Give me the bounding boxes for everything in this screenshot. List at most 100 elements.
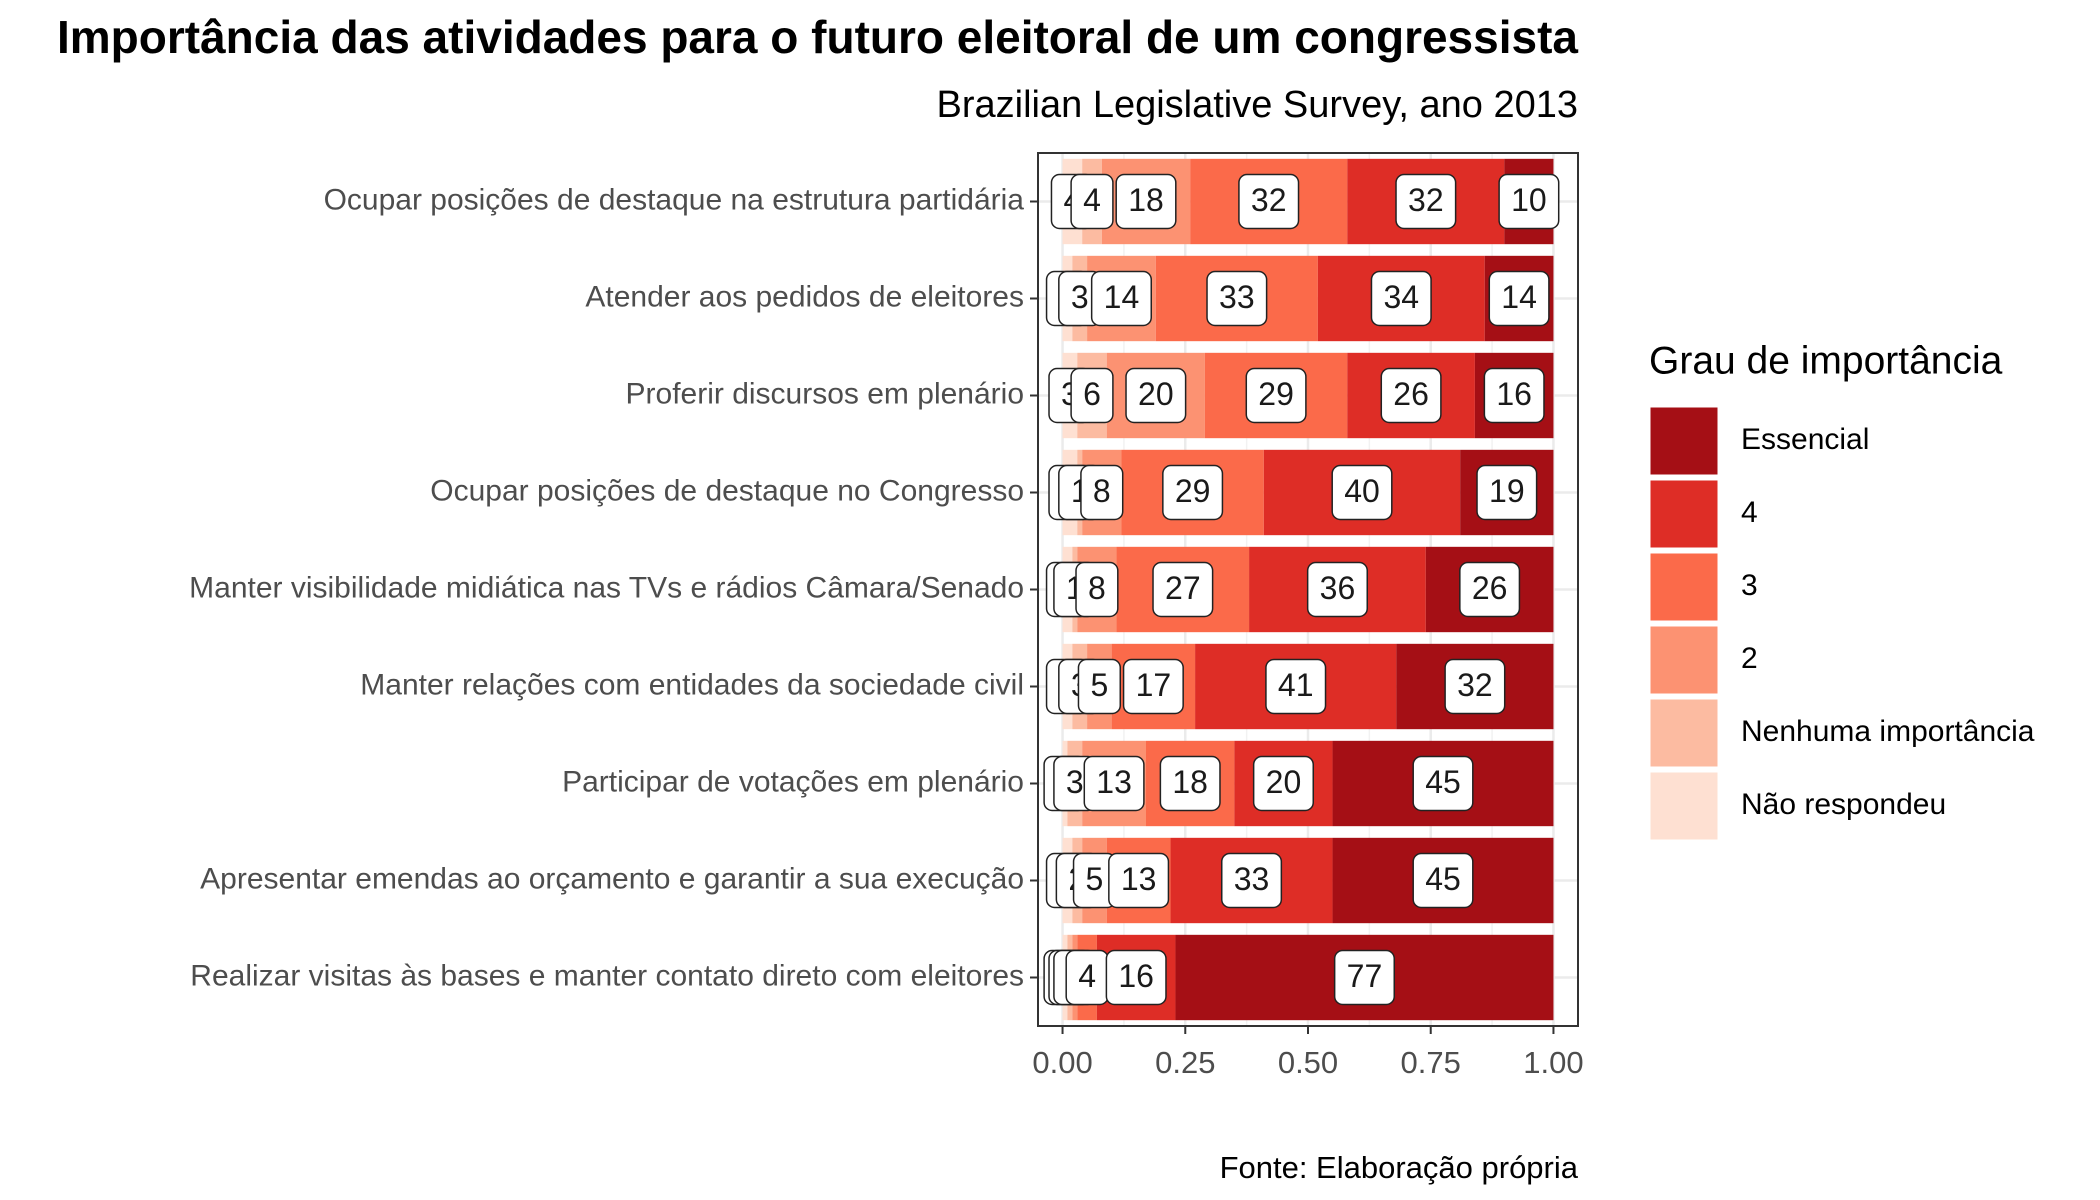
- value-label-text: 29: [1258, 376, 1294, 412]
- value-label-box: [1070, 173, 1114, 230]
- legend-swatch: [1647, 696, 1721, 770]
- value-label-text: 29: [1175, 473, 1211, 509]
- legend-swatch: [1647, 769, 1721, 843]
- value-label: 6: [1070, 367, 1114, 424]
- value-label-text: 45: [1425, 764, 1461, 800]
- value-label: 3: [1058, 270, 1102, 327]
- value-label-box: [1125, 367, 1187, 424]
- value-label-box: [1238, 173, 1300, 230]
- value-label: 33: [1206, 270, 1268, 327]
- value-label-text: 18: [1172, 764, 1208, 800]
- value-label-box: [1395, 173, 1457, 230]
- value-label-text: 32: [1408, 182, 1444, 218]
- value-label: 16: [1483, 367, 1545, 424]
- value-label: 4: [1065, 949, 1109, 1006]
- value-label-text: 17: [1136, 667, 1172, 703]
- value-label: 4: [1070, 173, 1114, 230]
- value-label-box: [1080, 464, 1124, 521]
- value-label: 5: [1077, 658, 1122, 715]
- x-tick-label: 0.50: [1278, 1045, 1338, 1080]
- value-label-box: [1370, 270, 1432, 327]
- value-label-text: 77: [1347, 958, 1383, 994]
- y-tick-label: Atender aos pedidos de eleitores: [585, 280, 1024, 313]
- value-label-box: [1331, 464, 1393, 521]
- value-label: 16: [1105, 949, 1167, 1006]
- value-label-text: 36: [1320, 570, 1356, 606]
- legend-label: 2: [1741, 642, 1758, 675]
- value-label-text: 26: [1393, 376, 1429, 412]
- value-label: 41: [1265, 658, 1327, 715]
- legend-swatch: [1647, 550, 1721, 624]
- value-label-text: 4: [1083, 182, 1101, 218]
- value-label: 13: [1108, 852, 1170, 909]
- legend-label: Não respondeu: [1741, 788, 1946, 821]
- chart-title: Importância das atividades para o futuro…: [57, 11, 1578, 63]
- legend-label: Nenhuma importância: [1741, 715, 2035, 748]
- value-label: 8: [1080, 464, 1124, 521]
- value-label-text: 3: [1071, 279, 1089, 315]
- value-label-box: [1265, 658, 1327, 715]
- value-label-box: [1162, 464, 1224, 521]
- value-label-box: [1252, 755, 1315, 812]
- value-label-text: 41: [1278, 667, 1314, 703]
- value-label-text: 20: [1266, 764, 1302, 800]
- x-tick-label: 0.25: [1155, 1045, 1215, 1080]
- value-label-text: 10: [1511, 182, 1547, 218]
- value-label-text: 33: [1219, 279, 1255, 315]
- value-label: 10: [1498, 173, 1560, 230]
- value-label-box: [1206, 270, 1268, 327]
- value-label-box: [1090, 270, 1153, 327]
- value-label: 8: [1075, 561, 1119, 618]
- y-tick-label: Proferir discursos em plenário: [626, 377, 1024, 410]
- value-label: 45: [1412, 852, 1474, 909]
- value-label: 32: [1238, 173, 1300, 230]
- value-label-text: 3: [1066, 764, 1084, 800]
- x-tick-label: 0.00: [1032, 1045, 1092, 1080]
- legend-swatch: [1647, 477, 1721, 551]
- value-label-text: 8: [1088, 570, 1106, 606]
- value-label-text: 16: [1496, 376, 1532, 412]
- value-label-box: [1077, 658, 1122, 715]
- value-label-box: [1488, 270, 1550, 327]
- legend-title: Grau de importância: [1649, 339, 2003, 382]
- value-label: 26: [1459, 561, 1521, 618]
- value-label: 14: [1090, 270, 1153, 327]
- value-label-text: 13: [1096, 764, 1132, 800]
- value-label-text: 32: [1457, 667, 1493, 703]
- value-label-box: [1152, 561, 1214, 618]
- value-label-box: [1476, 464, 1538, 521]
- value-label-text: 8: [1093, 473, 1111, 509]
- value-label-box: [1333, 949, 1396, 1006]
- value-label-box: [1115, 173, 1177, 230]
- value-label-box: [1412, 755, 1474, 812]
- value-label-box: [1070, 367, 1114, 424]
- value-label: 40: [1331, 464, 1393, 521]
- chart-subtitle: Brazilian Legislative Survey, ano 2013: [937, 84, 1578, 126]
- y-tick-label: Ocupar posições de destaque na estrutura…: [324, 183, 1025, 216]
- y-tick-label: Apresentar emendas ao orçamento e garant…: [200, 862, 1024, 895]
- value-label-text: 19: [1489, 473, 1525, 509]
- value-label-text: 40: [1344, 473, 1380, 509]
- value-label-text: 18: [1128, 182, 1164, 218]
- y-tick-label: Realizar visitas às bases e manter conta…: [190, 959, 1024, 992]
- value-label-text: 14: [1501, 279, 1537, 315]
- y-tick-label: Ocupar posições de destaque no Congresso: [430, 474, 1024, 507]
- value-label: 18: [1115, 173, 1177, 230]
- value-label-text: 4: [1078, 958, 1096, 994]
- value-label-box: [1122, 658, 1184, 715]
- y-tick-label: Participar de votações em plenário: [562, 765, 1024, 798]
- value-label: 77: [1333, 949, 1396, 1006]
- x-tick-label: 0.75: [1401, 1045, 1461, 1080]
- value-label: 32: [1444, 658, 1506, 715]
- value-label-box: [1444, 658, 1506, 715]
- value-label-text: 20: [1138, 376, 1174, 412]
- value-label-text: 13: [1121, 861, 1157, 897]
- value-label: 34: [1370, 270, 1432, 327]
- x-tick-label: 1.00: [1523, 1045, 1583, 1080]
- y-tick-label: Manter visibilidade midiática nas TVs e …: [189, 571, 1024, 604]
- legend-label: 3: [1741, 569, 1758, 602]
- legend-swatch: [1647, 623, 1721, 697]
- value-label-box: [1245, 367, 1307, 424]
- value-label-text: 32: [1251, 182, 1287, 218]
- value-label: 29: [1245, 367, 1307, 424]
